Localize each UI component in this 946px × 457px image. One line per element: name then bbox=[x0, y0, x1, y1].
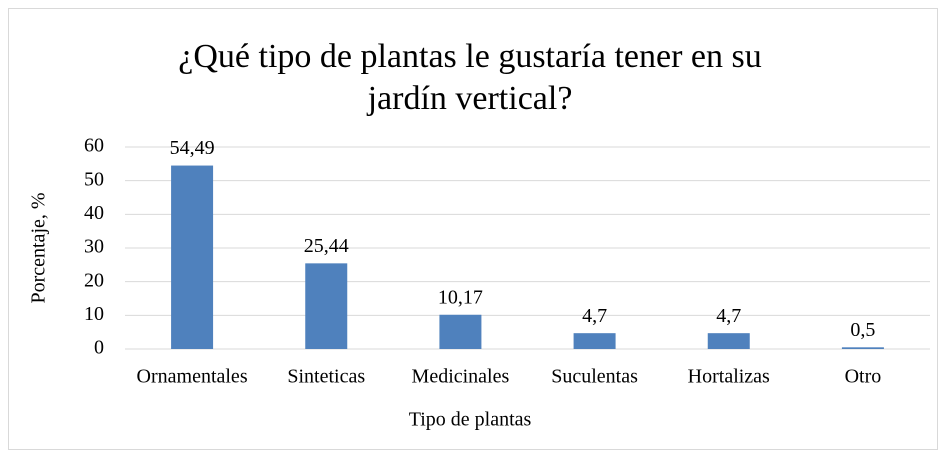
y-tick-label: 30 bbox=[84, 236, 104, 258]
y-tick-label: 10 bbox=[84, 303, 104, 325]
bar bbox=[439, 314, 482, 349]
y-tick-label: 0 bbox=[94, 337, 104, 359]
bar bbox=[707, 333, 750, 349]
data-label: 25,44 bbox=[304, 235, 349, 257]
x-tick-label: Medicinales bbox=[412, 366, 510, 388]
y-tick-label: 60 bbox=[84, 135, 104, 157]
data-label: 4,7 bbox=[582, 305, 607, 327]
y-tick-label: 40 bbox=[84, 202, 104, 224]
y-axis-label: Porcentaje, % bbox=[28, 192, 50, 303]
bar bbox=[171, 165, 214, 349]
x-tick-label: Suculentas bbox=[551, 366, 638, 388]
x-tick-label: Hortalizas bbox=[688, 366, 770, 388]
y-tick-label: 50 bbox=[84, 168, 104, 190]
x-axis-label: Tipo de plantas bbox=[409, 409, 532, 431]
data-label: 4,7 bbox=[716, 305, 741, 327]
x-tick-label: Ornamentales bbox=[137, 366, 248, 388]
y-tick-label: 20 bbox=[84, 269, 104, 291]
chart-title: ¿Qué tipo de plantas le gustaría tener e… bbox=[178, 38, 762, 117]
x-tick-label: Otro bbox=[845, 366, 882, 388]
bar bbox=[841, 347, 884, 349]
data-label: 0,5 bbox=[850, 319, 875, 341]
x-tick-label: Sinteticas bbox=[287, 366, 365, 388]
data-label: 10,17 bbox=[438, 286, 483, 308]
chart-border bbox=[8, 8, 938, 450]
bar bbox=[573, 333, 616, 349]
data-label: 54,49 bbox=[170, 137, 215, 159]
bar bbox=[305, 263, 348, 349]
